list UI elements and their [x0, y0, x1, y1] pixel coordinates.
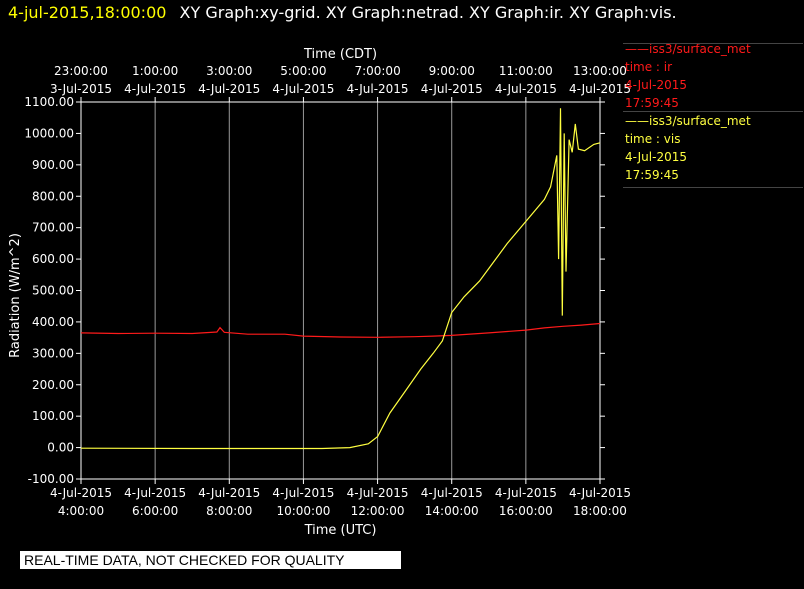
y-tick-label: 800.00	[32, 189, 74, 203]
legend-separator	[623, 111, 803, 112]
legend-var: time : ir	[625, 60, 673, 74]
legend-separator	[623, 43, 803, 44]
y-tick-label: -100.00	[28, 472, 74, 486]
y-tick-label: 400.00	[32, 315, 74, 329]
plot-frame	[80, 101, 601, 480]
y-tick-label: 500.00	[32, 284, 74, 298]
x-tick-label-date: 4-Jul-2015	[272, 486, 334, 500]
x-tick-label-date: 4-Jul-2015	[569, 486, 631, 500]
x-tick-label-time: 8:00:00	[206, 504, 252, 518]
legend-line: ——	[625, 114, 649, 128]
legend-date: 4-Jul-2015	[625, 150, 687, 164]
y-axis-title: Radiation (W/m^2)	[8, 233, 23, 358]
x2-tick-label-time: 11:00:00	[499, 64, 553, 78]
legend-line: ——	[625, 42, 649, 56]
x-tick-label-time: 10:00:00	[276, 504, 330, 518]
x-axis-title: Time (UTC)	[304, 523, 377, 538]
x-tick-label-date: 4-Jul-2015	[50, 486, 112, 500]
x2-tick-label-date: 4-Jul-2015	[421, 82, 483, 96]
x-tick-label-date: 4-Jul-2015	[124, 486, 186, 500]
x2-tick-label-date: 4-Jul-2015	[124, 82, 186, 96]
x-tick-label-date: 4-Jul-2015	[421, 486, 483, 500]
x2-tick-label-date: 4-Jul-2015	[272, 82, 334, 96]
legend-entry-vis: ——iss3/surface_met time : vis 4-Jul-2015…	[623, 111, 803, 188]
header-titles: XY Graph:xy-grid. XY Graph:netrad. XY Gr…	[179, 3, 677, 22]
y-tick-label: 200.00	[32, 378, 74, 392]
header: 4-jul-2015,18:00:00 XY Graph:xy-grid. XY…	[8, 3, 677, 22]
y-tick-label: 700.00	[32, 221, 74, 235]
legend-time: 17:59:45	[625, 96, 679, 110]
y-tick-label: 600.00	[32, 252, 74, 266]
series-line-timeir	[80, 322, 601, 338]
x-tick-label-time: 14:00:00	[425, 504, 479, 518]
y-tick-label: 100.00	[32, 409, 74, 423]
x2-tick-label-time: 13:00:00	[573, 64, 627, 78]
legend-var: time : vis	[625, 132, 681, 146]
header-timestamp: 4-jul-2015,18:00:00	[8, 3, 167, 22]
legend-time: 17:59:45	[625, 168, 679, 182]
x2-tick-label-date: 4-Jul-2015	[347, 82, 409, 96]
x-tick-label-time: 12:00:00	[351, 504, 405, 518]
quality-notice: REAL-TIME DATA, NOT CHECKED FOR QUALITY	[20, 551, 401, 569]
x2-tick-label-date: 4-Jul-2015	[569, 82, 631, 96]
x2-tick-label-time: 5:00:00	[280, 64, 326, 78]
legend-separator	[623, 187, 803, 188]
x2-tick-label-time: 3:00:00	[206, 64, 252, 78]
x2-tick-label-date: 4-Jul-2015	[198, 82, 260, 96]
y-tick-label: 900.00	[32, 158, 74, 172]
series-line-timevis	[80, 108, 601, 450]
x-tick-label-time: 6:00:00	[132, 504, 178, 518]
x-tick-label-time: 18:00:00	[573, 504, 627, 518]
x2-tick-label-time: 1:00:00	[132, 64, 178, 78]
x2-tick-label-time: 23:00:00	[54, 64, 108, 78]
x-tick-label-date: 4-Jul-2015	[495, 486, 557, 500]
legend-entry-ir: ——iss3/surface_met time : ir 4-Jul-2015 …	[623, 40, 803, 112]
x2-tick-label-time: 9:00:00	[429, 64, 475, 78]
x-tick-label-time: 16:00:00	[499, 504, 553, 518]
x-tick-label-time: 4:00:00	[58, 504, 104, 518]
legend-label: iss3/surface_met	[649, 42, 751, 56]
x2-tick-label-time: 7:00:00	[354, 64, 400, 78]
y-tick-label: 1100.00	[24, 95, 74, 109]
legend-date: 4-Jul-2015	[625, 78, 687, 92]
x-tick-label-date: 4-Jul-2015	[347, 486, 409, 500]
x2-axis-title: Time (CDT)	[303, 47, 377, 62]
y-tick-label: 1000.00	[24, 126, 74, 140]
y-tick-label: 300.00	[32, 346, 74, 360]
x-tick-label-date: 4-Jul-2015	[198, 486, 260, 500]
x2-tick-label-date: 4-Jul-2015	[495, 82, 557, 96]
y-tick-label: 0.00	[47, 441, 74, 455]
x2-tick-label-date: 3-Jul-2015	[50, 82, 112, 96]
legend-label: iss3/surface_met	[649, 114, 751, 128]
